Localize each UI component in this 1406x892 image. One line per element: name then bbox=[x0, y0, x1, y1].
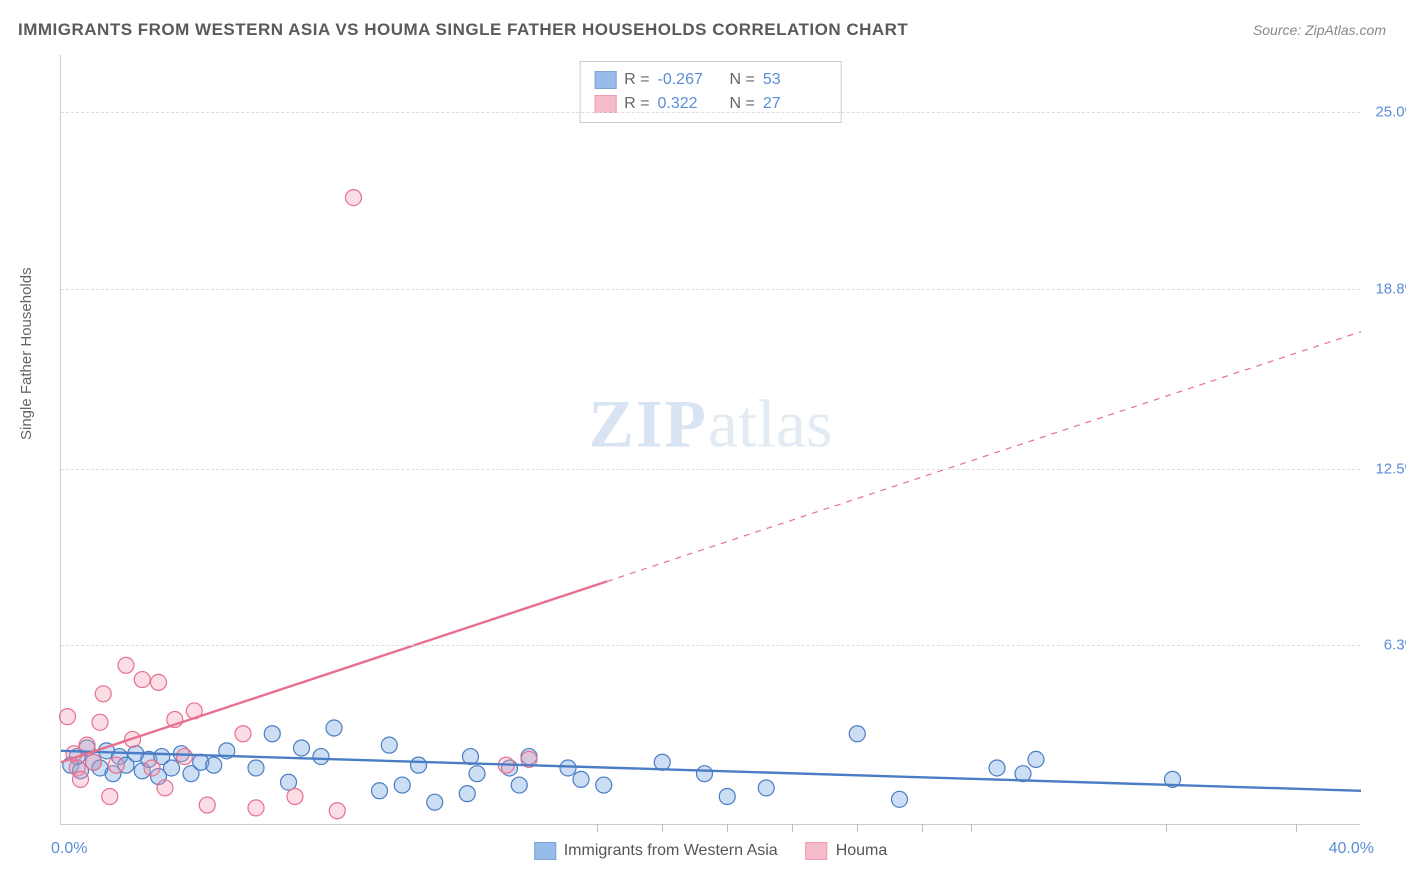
data-point-western_asia bbox=[892, 791, 908, 807]
data-point-houma bbox=[157, 780, 173, 796]
plot-area: ZIPatlas R = -0.267 N = 53 R = 0.322 N =… bbox=[60, 55, 1360, 825]
data-point-western_asia bbox=[381, 737, 397, 753]
data-point-western_asia bbox=[573, 771, 589, 787]
x-axis-max-label: 40.0% bbox=[1329, 840, 1374, 858]
data-point-western_asia bbox=[596, 777, 612, 793]
data-point-western_asia bbox=[719, 788, 735, 804]
data-point-houma bbox=[199, 797, 215, 813]
data-point-western_asia bbox=[313, 749, 329, 765]
data-point-houma bbox=[60, 709, 76, 725]
data-point-houma bbox=[144, 760, 160, 776]
chart-title: IMMIGRANTS FROM WESTERN ASIA VS HOUMA SI… bbox=[18, 20, 908, 40]
data-point-western_asia bbox=[654, 754, 670, 770]
data-point-western_asia bbox=[206, 757, 222, 773]
legend-item-houma: Houma bbox=[806, 842, 888, 860]
data-point-western_asia bbox=[989, 760, 1005, 776]
data-point-houma bbox=[73, 771, 89, 787]
data-point-western_asia bbox=[1028, 751, 1044, 767]
legend-label-houma: Houma bbox=[836, 842, 888, 860]
data-point-houma bbox=[86, 754, 102, 770]
series-legend: Immigrants from Western Asia Houma bbox=[534, 842, 888, 860]
data-point-western_asia bbox=[758, 780, 774, 796]
correlation-chart: IMMIGRANTS FROM WESTERN ASIA VS HOUMA SI… bbox=[0, 0, 1406, 892]
data-point-western_asia bbox=[372, 783, 388, 799]
data-point-houma bbox=[102, 788, 118, 804]
data-point-western_asia bbox=[427, 794, 443, 810]
data-point-western_asia bbox=[394, 777, 410, 793]
y-tick-label: 12.5% bbox=[1375, 460, 1406, 477]
data-point-western_asia bbox=[459, 786, 475, 802]
trend-line-dashed-houma bbox=[607, 332, 1361, 582]
legend-swatch-western-asia bbox=[534, 842, 556, 860]
data-point-western_asia bbox=[264, 726, 280, 742]
y-tick-label: 18.8% bbox=[1375, 280, 1406, 297]
source-attribution: Source: ZipAtlas.com bbox=[1253, 22, 1386, 38]
data-point-houma bbox=[151, 674, 167, 690]
data-point-western_asia bbox=[294, 740, 310, 756]
y-tick-label: 25.0% bbox=[1375, 104, 1406, 121]
data-point-houma bbox=[92, 714, 108, 730]
data-point-western_asia bbox=[849, 726, 865, 742]
data-point-houma bbox=[118, 657, 134, 673]
y-tick-label: 6.3% bbox=[1384, 637, 1406, 654]
legend-swatch-houma bbox=[806, 842, 828, 860]
data-point-houma bbox=[329, 803, 345, 819]
x-axis-min-label: 0.0% bbox=[51, 840, 87, 858]
data-point-western_asia bbox=[469, 766, 485, 782]
data-point-western_asia bbox=[411, 757, 427, 773]
data-point-houma bbox=[346, 190, 362, 206]
legend-item-western-asia: Immigrants from Western Asia bbox=[534, 842, 778, 860]
data-point-houma bbox=[248, 800, 264, 816]
data-point-western_asia bbox=[326, 720, 342, 736]
data-point-houma bbox=[95, 686, 111, 702]
data-point-western_asia bbox=[560, 760, 576, 776]
data-point-houma bbox=[134, 672, 150, 688]
data-point-western_asia bbox=[281, 774, 297, 790]
data-point-houma bbox=[235, 726, 251, 742]
legend-label-western-asia: Immigrants from Western Asia bbox=[564, 842, 778, 860]
y-axis-label: Single Father Households bbox=[18, 267, 35, 440]
data-point-western_asia bbox=[248, 760, 264, 776]
data-point-western_asia bbox=[511, 777, 527, 793]
data-point-houma bbox=[108, 757, 124, 773]
plot-svg bbox=[61, 55, 1360, 824]
data-point-houma bbox=[287, 788, 303, 804]
data-point-western_asia bbox=[164, 760, 180, 776]
data-point-western_asia bbox=[697, 766, 713, 782]
data-point-houma bbox=[177, 749, 193, 765]
